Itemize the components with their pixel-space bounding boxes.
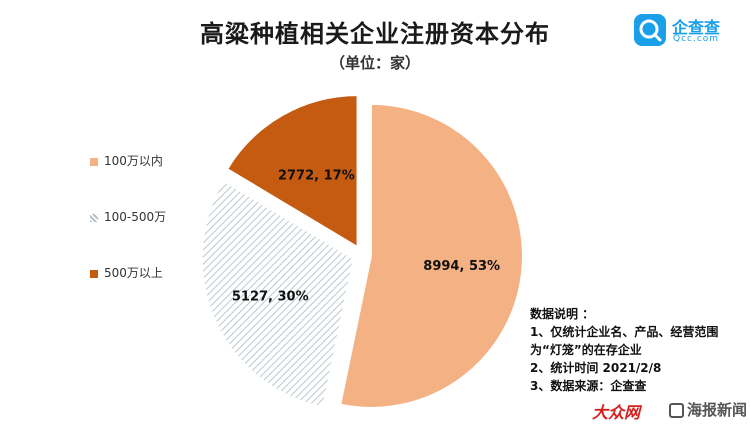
footer-logos: 大众网 海报新闻 <box>592 399 747 422</box>
legend-item-2: 500万以上 <box>90 264 163 281</box>
dazhong-logo: 大众网 <box>592 403 641 422</box>
note-line-1: 1、仅统计企业名、产品、经营范围 <box>530 325 719 339</box>
slice-label-1: 5127, 30% <box>232 289 309 304</box>
note-line-2: 为“灯笼”的在存企业 <box>530 343 642 357</box>
legend-label-0: 100万以内 <box>104 154 163 168</box>
brand-logo: 企查查 Qcc.com <box>634 14 746 50</box>
brand-sub: Qcc.com <box>673 34 720 44</box>
data-notes: 数据说明 ： 1、仅统计企业名、产品、经营范围 为“灯笼”的在存企业 2、统计时… <box>530 305 718 395</box>
note-line-0: 数据说明 ： <box>530 307 595 321</box>
haibao-icon <box>669 403 684 418</box>
legend-item-0: 100万以内 <box>90 152 163 169</box>
qcc-logo-icon <box>634 14 666 46</box>
note-line-4: 3、数据来源：企查查 <box>530 379 647 393</box>
chart-title: 高粱种植相关企业注册资本分布 <box>200 20 550 48</box>
legend-label-2: 500万以上 <box>104 266 163 280</box>
legend-swatch-0 <box>90 157 98 166</box>
pie-slice-2 <box>225 94 359 249</box>
legend-label-1: 100-500万 <box>104 210 167 224</box>
note-line-3: 2、统计时间 2021/2/8 <box>530 361 662 375</box>
pie-slice-0 <box>339 102 524 409</box>
chart-subtitle: （单位：家） <box>329 54 420 72</box>
legend-swatch-2 <box>90 269 98 278</box>
legend-swatch-1 <box>90 213 98 222</box>
haibao-logo: 海报新闻 <box>669 399 747 420</box>
slice-label-2: 2772, 17% <box>278 168 355 183</box>
haibao-logo-text: 海报新闻 <box>687 401 748 419</box>
slice-label-0: 8994, 53% <box>423 259 500 274</box>
pie-slice-1 <box>200 179 355 409</box>
legend-item-1: 100-500万 <box>90 208 166 225</box>
brand-name: 企查查 <box>672 18 721 37</box>
